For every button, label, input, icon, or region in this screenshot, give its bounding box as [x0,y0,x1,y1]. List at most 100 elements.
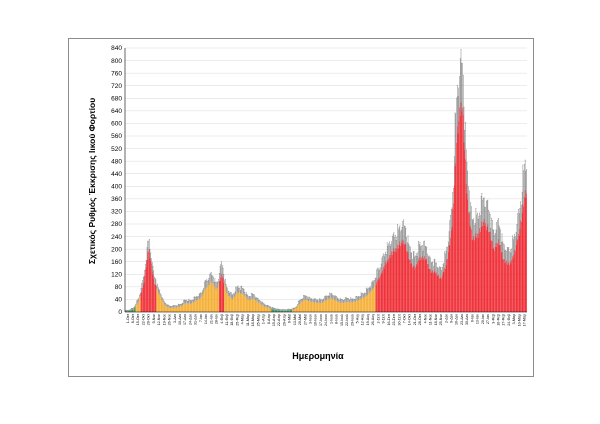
data-bar [165,305,166,312]
x-tick-label: 9-Σεπ [382,313,386,323]
data-bar [279,310,281,312]
data-bar [264,307,266,312]
data-bar [222,277,224,312]
x-tick-label: 10-Δεκ [178,314,182,325]
data-bar [508,262,510,312]
data-bar [133,309,134,312]
data-bar [492,248,494,312]
data-bar [423,258,425,312]
data-bar [471,240,473,312]
data-bar [434,270,436,312]
data-bar [253,298,254,312]
data-bar [325,299,327,312]
data-bar [184,303,186,312]
data-bar [484,225,486,312]
data-bar [473,235,474,312]
data-bar [294,309,295,312]
data-bar [180,306,182,312]
data-bar [498,244,500,312]
data-bar [521,213,523,312]
data-bar [250,299,251,312]
data-bar [364,296,366,312]
data-bar [412,267,413,312]
data-bar [494,250,495,312]
data-bar [216,288,218,312]
data-bar [409,259,411,312]
data-bar [339,302,341,312]
data-bar [454,165,456,312]
data-bar [204,290,205,312]
x-tick-label: 25-Μαρ [256,314,260,326]
data-bar [469,225,471,312]
data-bar [277,310,278,312]
data-bar [224,286,226,312]
y-tick-label: 480 [111,158,122,165]
data-bar [171,307,172,312]
data-bar [263,306,264,312]
data-bar [357,301,358,312]
data-bar [447,252,449,312]
data-bar [470,227,472,312]
y-tick-label: 600 [111,121,122,128]
data-bar [524,197,525,312]
data-bar [203,293,205,312]
y-tick-label: 360 [111,196,122,203]
y-tick-label: 760 [111,70,122,77]
data-bar [456,126,458,312]
x-tick-label: 4-Φεβ [220,314,224,324]
data-bar [357,300,359,312]
data-bar [445,268,446,312]
x-tick-label: 16-Δεκ [455,314,459,325]
x-axis-ticks: 1-Οκτ 8-Οκτ 15-Οκτ 22-Οκτ 29-Οκτ 5-Νοε 12-Νοε 1… [126,313,527,326]
data-bar [351,302,353,312]
data-bar [151,263,152,312]
data-bar [257,302,259,312]
data-bar [466,193,468,312]
data-bar [436,272,437,312]
data-bar [326,300,328,312]
data-bar [361,298,363,312]
data-bar [345,302,347,312]
x-tick-label: 14-Ιαν [204,314,208,324]
data-bar [365,295,367,312]
data-bar [134,306,136,312]
data-bar [313,302,315,312]
y-axis-title: Σχετικός Ρυθμός Έκκρισης Ιικού Φορτίου [87,98,97,264]
data-bar [486,226,488,312]
data-bar [421,255,423,312]
x-tick-label: 24-Φεβ [507,314,511,326]
data-bar [192,302,193,312]
y-axis-ticks: 0 40 80 120 160 200 240 280 320 360 400 440 480 520 56… [111,45,122,316]
data-bar [329,298,331,312]
data-bar [392,251,394,312]
x-tick-label: 17-Μαρ [523,314,527,326]
data-bar [455,162,457,312]
data-bar [222,276,223,312]
x-tick-label: 4-Νοε [423,314,427,324]
x-tick-label: 25-Φεβ [235,314,239,326]
x-tick-label: 29-Ιουλ [350,314,354,326]
data-bar [220,277,222,312]
data-bar [462,107,463,313]
data-bar [500,251,502,312]
x-tick-label: 3-Δεκ [173,314,177,323]
x-tick-label: 25-Νοε [439,314,443,326]
data-bar [146,259,148,312]
data-bar [462,114,464,313]
data-bar [398,244,400,312]
data-bar [509,265,510,312]
data-bar [204,288,206,312]
data-bar [390,254,392,312]
data-bar [173,307,175,312]
data-bar [304,299,306,312]
data-bar [348,301,349,312]
data-bar [426,258,428,312]
data-bar [177,307,178,312]
data-bar [341,303,342,312]
x-tick-label: 12-Νοε [157,314,161,326]
data-bar [396,248,398,312]
data-bar [355,301,357,312]
data-bar [129,310,131,312]
data-bar [242,294,243,312]
y-tick-label: 840 [111,45,122,52]
